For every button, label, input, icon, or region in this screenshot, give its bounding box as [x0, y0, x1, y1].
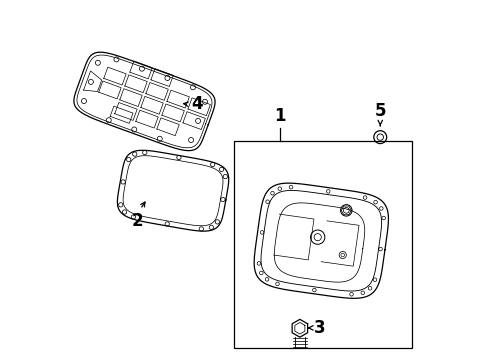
Bar — [233, 141, 411, 348]
Text: 5: 5 — [374, 102, 385, 120]
Text: 4: 4 — [191, 95, 203, 113]
Text: 3: 3 — [313, 319, 325, 337]
Text: 1: 1 — [273, 107, 285, 125]
Text: 2: 2 — [131, 212, 143, 230]
